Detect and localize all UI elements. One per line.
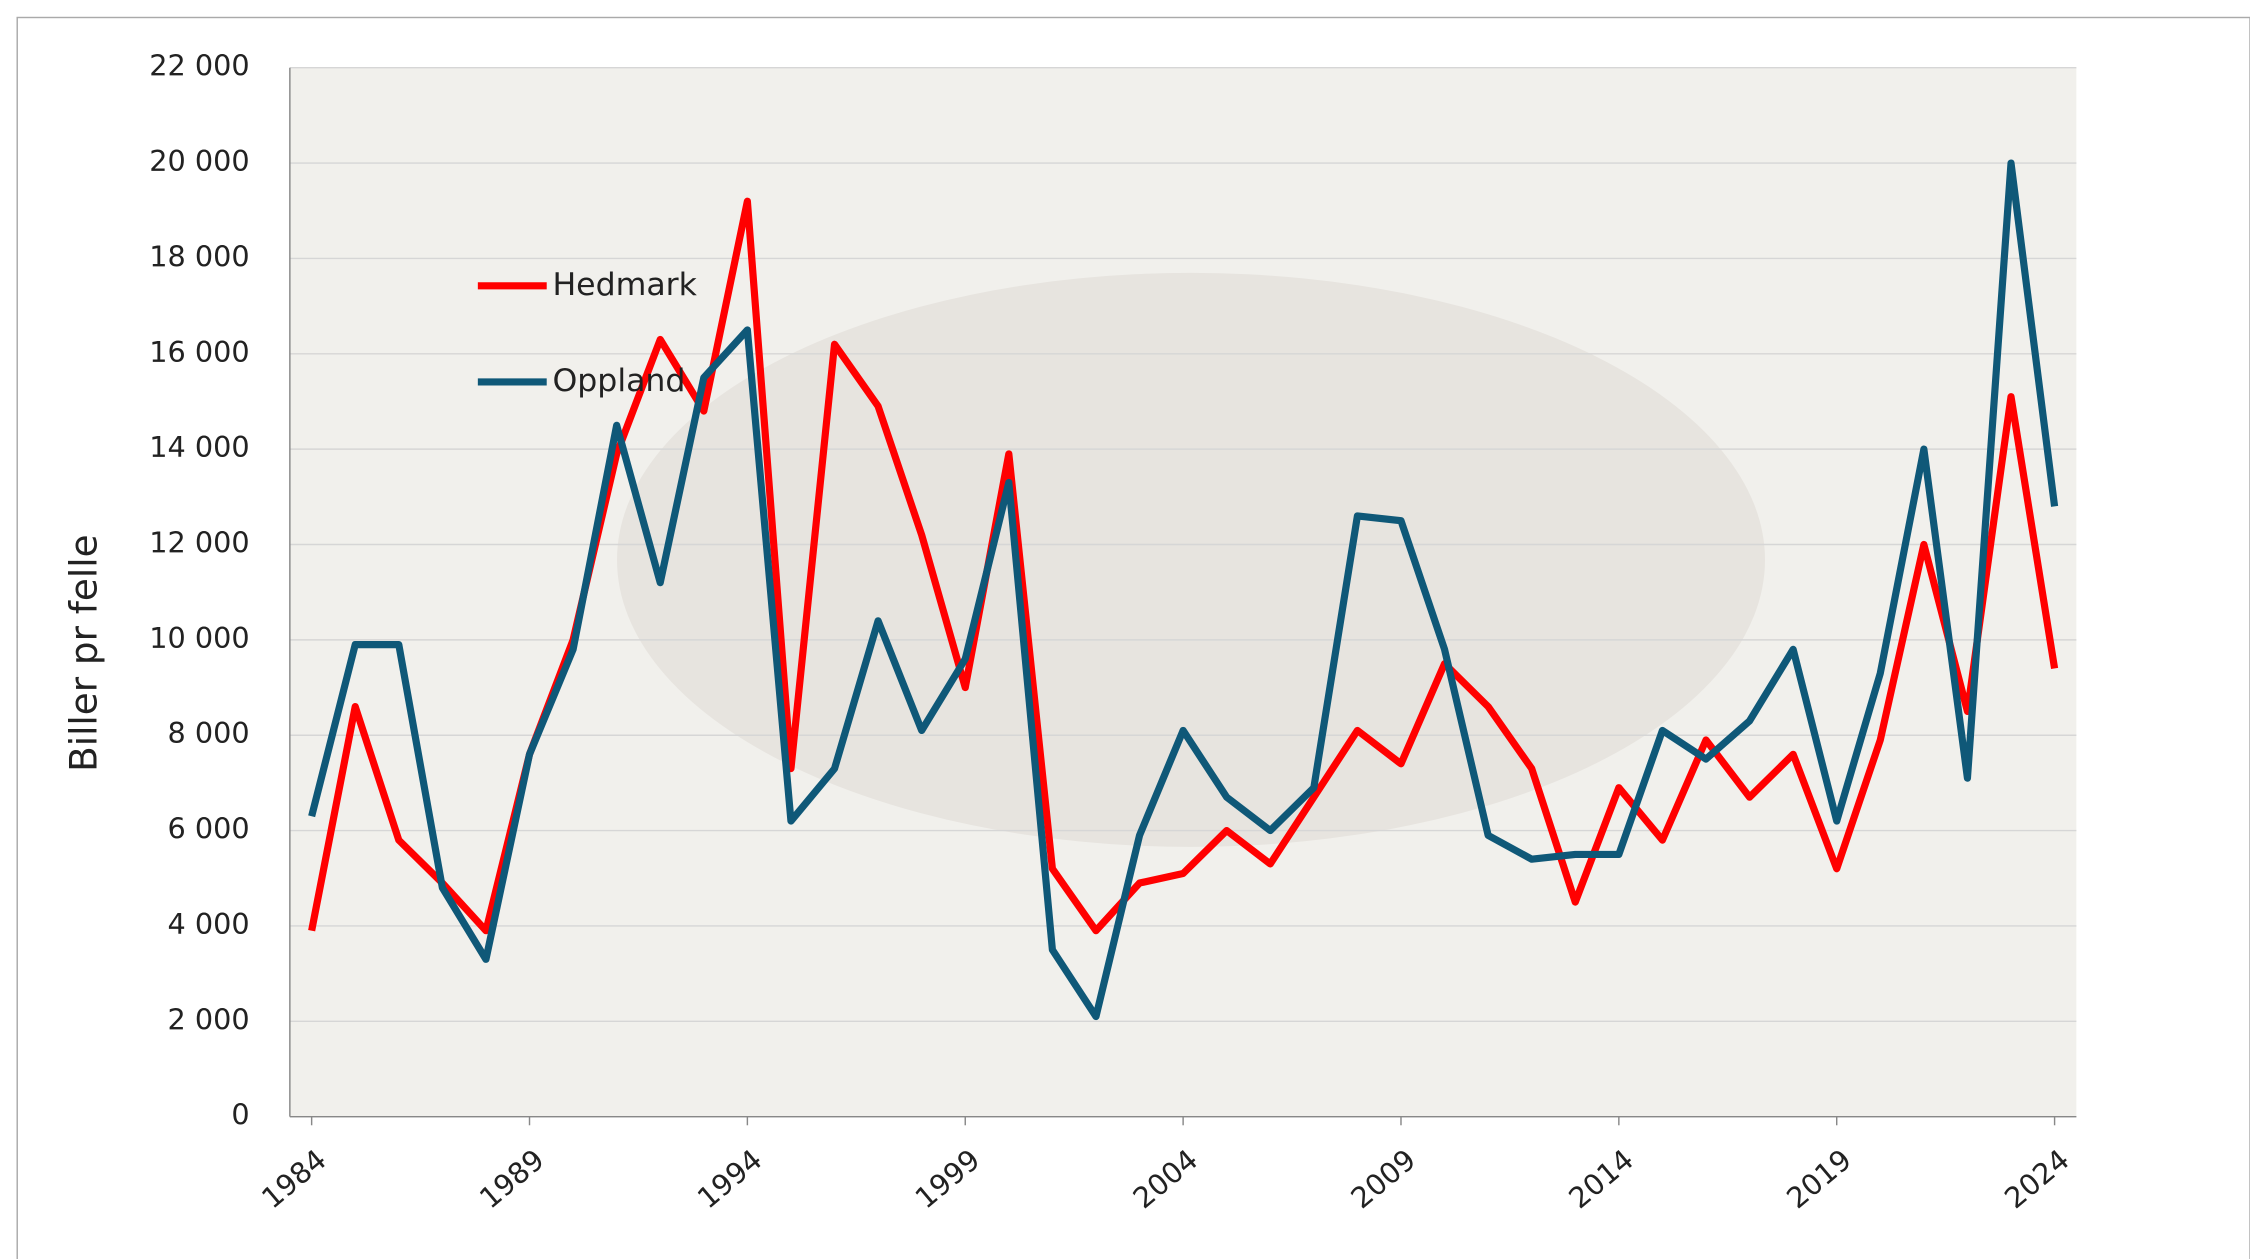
y-tick-label: 6 000 [168, 812, 250, 846]
y-tick-label: 2 000 [168, 1002, 250, 1036]
y-tick-label: 16 000 [149, 335, 249, 369]
y-tick-label: 10 000 [149, 621, 249, 655]
x-tick-label: 2014 [1562, 1142, 1640, 1215]
x-tick-label: 2009 [1344, 1142, 1422, 1215]
legend-label: Oppland [552, 363, 685, 399]
x-tick-label: 1994 [691, 1142, 769, 1215]
y-tick-label: 0 [231, 1098, 249, 1132]
y-tick-label: 12 000 [149, 526, 249, 560]
x-tick-label: 2019 [1780, 1142, 1858, 1215]
y-tick-label: 4 000 [168, 907, 250, 941]
x-tick-label: 1989 [473, 1142, 551, 1215]
frame [16, 16, 2250, 1259]
legend-label: Hedmark [552, 267, 697, 303]
y-tick-label: 22 000 [149, 49, 249, 83]
background-image [617, 272, 1765, 847]
y-tick-label: 18 000 [149, 239, 249, 273]
x-tick-label: 1999 [909, 1142, 987, 1215]
line-series [308, 159, 2059, 1021]
y-tick-label: 14 000 [149, 430, 249, 464]
y-tick-label: 8 000 [168, 716, 250, 750]
x-tick-label: 2024 [1998, 1142, 2076, 1215]
x-tick-label: 1984 [255, 1142, 333, 1215]
y-tick-label: 20 000 [149, 144, 249, 178]
x-tick-label: 2004 [1126, 1142, 1204, 1215]
y-axis-label: Biller pr felle [62, 534, 106, 771]
